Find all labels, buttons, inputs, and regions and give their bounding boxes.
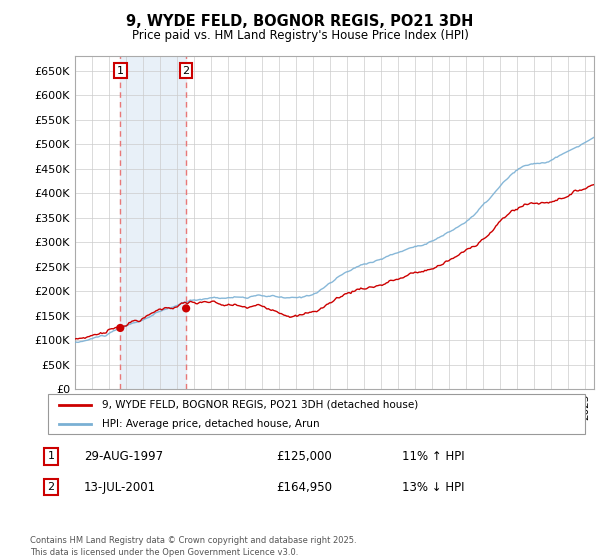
Text: 1: 1 bbox=[117, 66, 124, 76]
Text: 29-AUG-1997: 29-AUG-1997 bbox=[84, 450, 163, 463]
Text: £164,950: £164,950 bbox=[276, 480, 332, 494]
Text: HPI: Average price, detached house, Arun: HPI: Average price, detached house, Arun bbox=[102, 419, 319, 429]
Text: Contains HM Land Registry data © Crown copyright and database right 2025.
This d: Contains HM Land Registry data © Crown c… bbox=[30, 536, 356, 557]
Text: £125,000: £125,000 bbox=[276, 450, 332, 463]
Text: 2: 2 bbox=[47, 482, 55, 492]
Text: 1: 1 bbox=[47, 451, 55, 461]
Point bbox=[181, 304, 191, 313]
Text: Price paid vs. HM Land Registry's House Price Index (HPI): Price paid vs. HM Land Registry's House … bbox=[131, 29, 469, 42]
Text: 13% ↓ HPI: 13% ↓ HPI bbox=[402, 480, 464, 494]
Text: 9, WYDE FELD, BOGNOR REGIS, PO21 3DH (detached house): 9, WYDE FELD, BOGNOR REGIS, PO21 3DH (de… bbox=[102, 400, 418, 410]
Text: 2: 2 bbox=[182, 66, 190, 76]
Bar bbox=[120, 56, 186, 389]
Text: 9, WYDE FELD, BOGNOR REGIS, PO21 3DH: 9, WYDE FELD, BOGNOR REGIS, PO21 3DH bbox=[127, 14, 473, 29]
Text: 11% ↑ HPI: 11% ↑ HPI bbox=[402, 450, 464, 463]
FancyBboxPatch shape bbox=[48, 394, 585, 434]
Text: 13-JUL-2001: 13-JUL-2001 bbox=[84, 480, 156, 494]
Point bbox=[115, 324, 125, 333]
